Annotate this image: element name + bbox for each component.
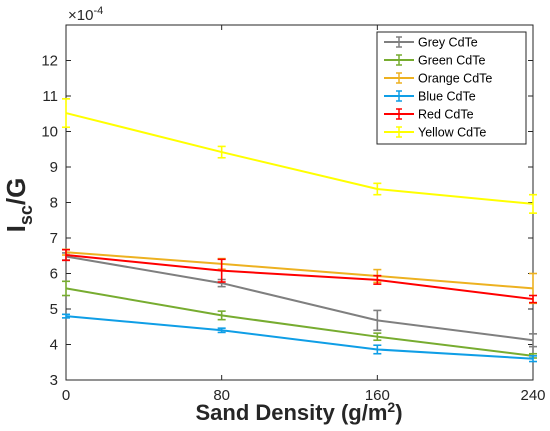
y-tick-label: 9 [50,159,58,176]
legend-item: Yellow CdTe [384,126,486,140]
error-bar [62,313,70,319]
y-tick-label: 7 [50,230,58,247]
y-tick-label: 11 [42,88,58,105]
error-bar [62,248,70,262]
legend-item: Blue CdTe [384,90,476,104]
y-tick-label: 12 [41,53,58,70]
error-bar [62,98,70,129]
error-bar [529,193,537,214]
error-bar [373,332,382,342]
legend-item: Red CdTe [384,108,474,122]
legend-item: Orange CdTe [384,72,492,86]
error-bar [373,274,382,285]
series-yellow-cdte [62,98,537,214]
legend-box [376,31,527,145]
y-tick-label: 5 [50,301,58,318]
x-axis-title: Sand Density (g/m2) [195,399,402,425]
legend-label: Red CdTe [418,108,474,122]
y-exponent-label: ×10-4 [68,5,103,24]
legend-label: Grey CdTe [418,36,478,50]
error-bar [62,280,70,297]
x-tick-label: 160 [365,387,390,404]
y-axis: 3 4 5 6 7 8 9 10 11 12 [41,53,533,389]
series-line [65,315,534,360]
x-tick-label: 80 [213,387,230,404]
legend-item: Grey CdTe [384,36,478,50]
error-bar [373,182,382,196]
x-tick-label: 240 [520,387,545,404]
y-tick-label: 8 [50,195,58,212]
y-tick-label: 6 [50,266,58,283]
error-bar [217,145,226,159]
legend-label: Orange CdTe [418,72,492,86]
error-bar [373,344,382,355]
series-line [65,255,534,342]
series-line [65,287,534,357]
series-line [65,254,534,301]
y-tick-label: 3 [50,372,58,389]
y-tick-label: 10 [41,124,58,141]
series-line [65,251,534,290]
error-bar [529,294,537,304]
legend-item: Green CdTe [384,54,485,68]
legend-label: Green CdTe [418,54,485,68]
series-red-cdte [62,248,537,304]
series-blue-cdte [62,313,537,363]
x-axis: 0 80 160 240 [62,25,546,404]
error-bar [217,327,226,334]
series-layer [62,98,537,363]
series-line [65,112,534,205]
error-bar [373,309,382,332]
error-bar [529,333,537,348]
error-bar [217,310,226,321]
legend-label: Yellow CdTe [418,126,486,140]
legend-label: Blue CdTe [418,90,476,104]
legend: Grey CdTe Green CdTe Orange CdTe Blue CdTe R… [376,31,527,145]
x-tick-label: 0 [62,387,70,404]
error-bar [529,355,537,363]
y-tick-label: 4 [50,337,58,354]
error-bar [217,258,226,283]
y-axis-title: Isc/G [1,178,36,233]
